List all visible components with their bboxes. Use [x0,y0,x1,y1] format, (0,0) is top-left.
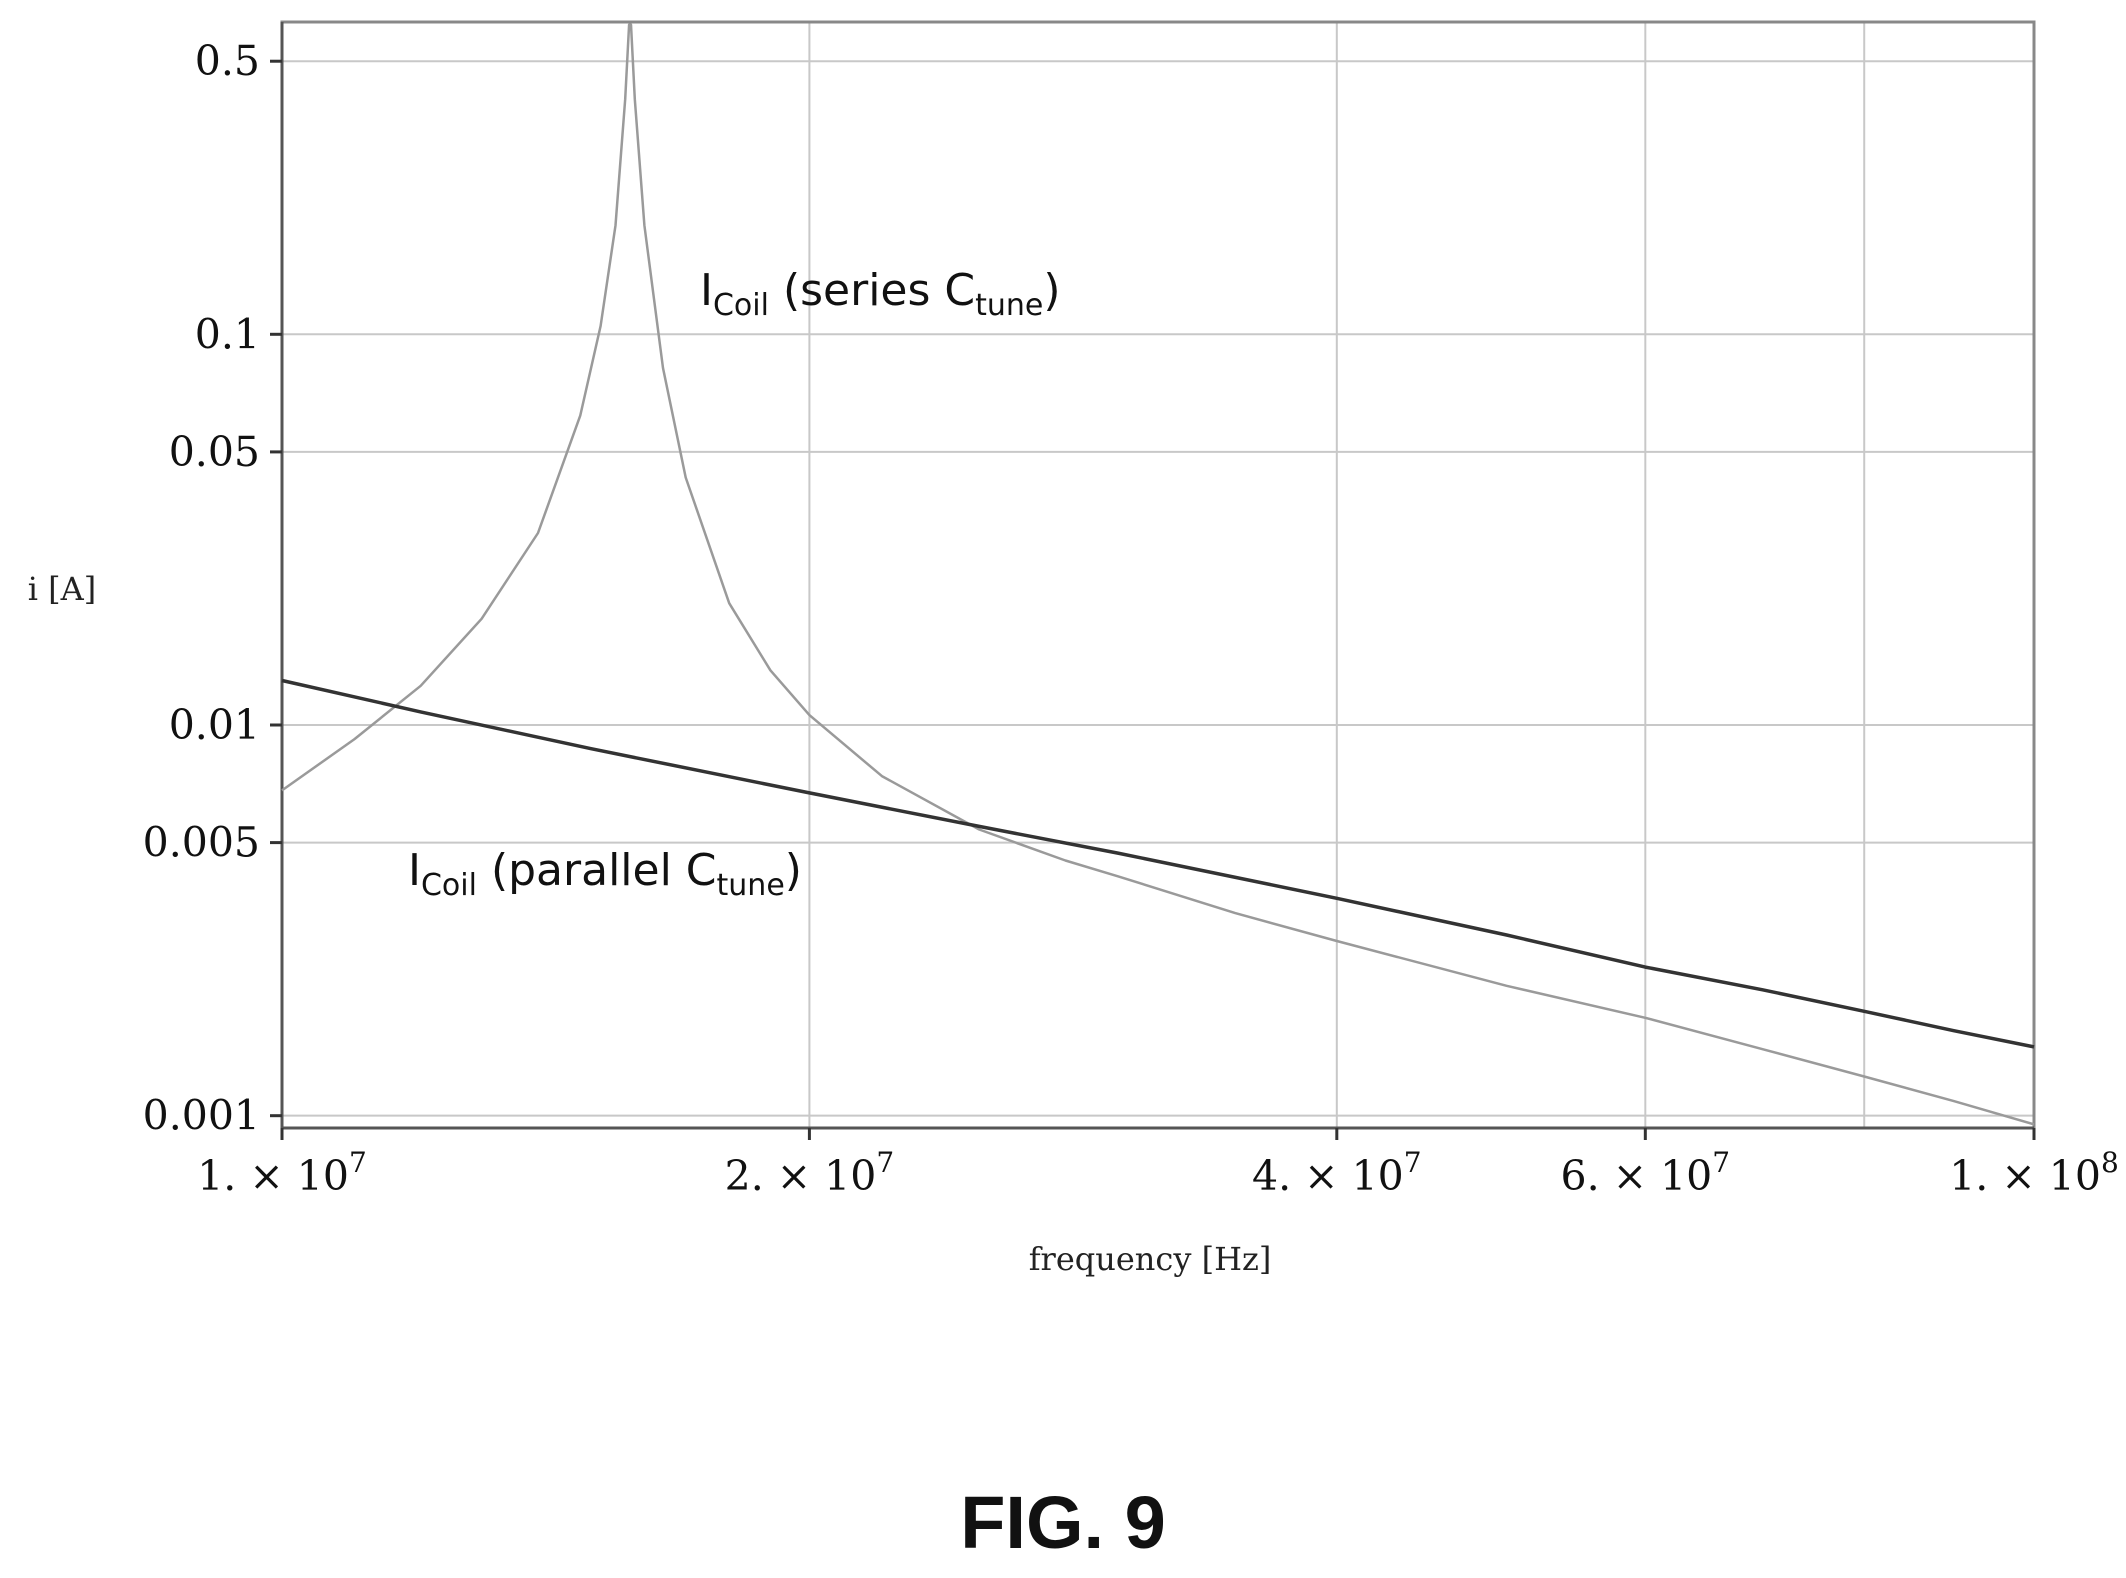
annotation-parallel-mid: (parallel C [477,845,717,896]
series-line-2 [281,678,2035,1049]
series-layer [281,23,2035,1126]
y-tick-label: 0.1 [195,310,260,358]
annotation-series-ctune: ICoil (series Ctune) [700,265,1061,323]
x-tick-exponent: 7 [1712,1146,1730,1179]
x-tick-base: 1. × 10 [1949,1152,2101,1200]
x-tick-exponent: 7 [349,1146,367,1179]
annotation-parallel-end: ) [785,845,802,896]
x-tick-exponent: 7 [1404,1146,1422,1179]
grid-layer [281,22,2035,1128]
x-tick-base: 6. × 10 [1561,1152,1713,1200]
annotation-parallel-main: I [408,845,421,896]
annotation-parallel-ctune: ICoil (parallel Ctune) [408,845,802,903]
annotation-parallel-sub2: tune [717,868,785,903]
annotation-parallel-sub: Coil [421,868,477,903]
x-tick-label: 6. × 107 [1561,1146,1731,1200]
figure-caption: FIG. 9 [960,1481,1166,1564]
x-tick-base: 4. × 10 [1252,1152,1404,1200]
annotation-series-mid: (series C [769,265,975,316]
y-tick-label: 0.001 [143,1092,260,1140]
x-tick-label: 2. × 107 [725,1146,895,1200]
annotation-series-main: I [700,265,713,316]
y-tick-label: 0.5 [195,37,260,85]
y-tick-label: 0.005 [143,819,260,867]
x-tick-base: 1. × 10 [197,1152,349,1200]
x-tick-label: 4. × 107 [1252,1146,1422,1200]
y-tick-label: 0.01 [169,701,260,749]
y-axis-title: i [A] [28,570,96,608]
annotation-series-sub2: tune [975,288,1043,323]
plot-frame [280,20,2036,1130]
y-tick-label: 0.05 [169,428,260,476]
series-line-1 [281,23,2035,1126]
x-tick-label: 1. × 107 [197,1146,367,1200]
annotation-series-sub: Coil [713,288,769,323]
x-tick-label: 1. × 108 [1949,1146,2119,1200]
x-axis-title: frequency [Hz] [1029,1240,1272,1278]
x-tick-exponent: 7 [876,1146,894,1179]
x-tick-base: 2. × 10 [725,1152,877,1200]
annotation-series-end: ) [1043,265,1060,316]
x-tick-exponent: 8 [2101,1146,2119,1179]
